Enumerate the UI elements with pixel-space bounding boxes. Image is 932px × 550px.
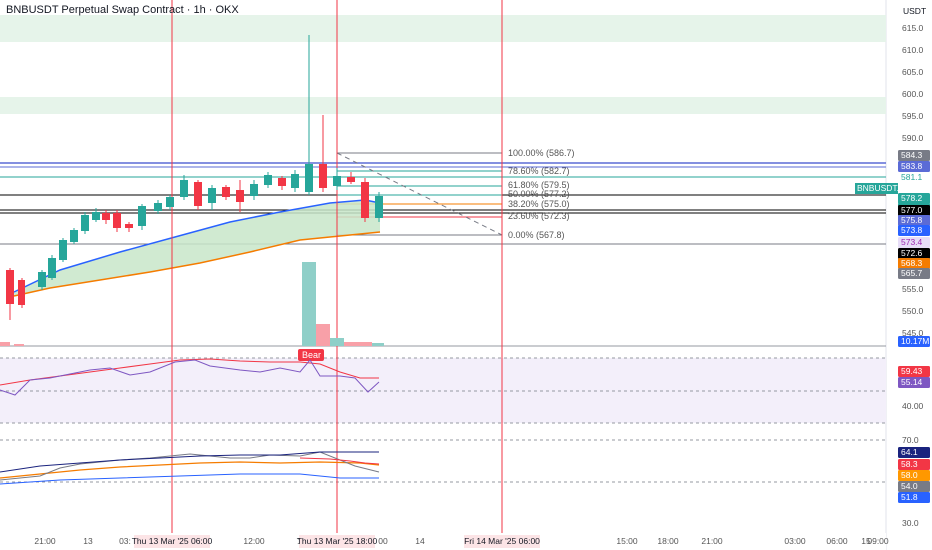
volume-spike <box>302 262 316 346</box>
candle <box>278 178 286 186</box>
candle <box>102 213 110 220</box>
candle <box>305 164 313 192</box>
osc-navy-line <box>0 451 379 473</box>
candle <box>166 197 174 207</box>
candle <box>319 164 327 188</box>
candle <box>236 190 244 202</box>
candle <box>125 224 133 228</box>
fib-trend-line <box>336 152 503 236</box>
osc-orange-line <box>0 461 380 479</box>
candle <box>347 177 355 182</box>
candle <box>264 175 272 185</box>
price-axis-bg <box>886 0 932 550</box>
zone-top <box>0 15 886 42</box>
fib-label: 0.00% (567.8) <box>508 230 565 240</box>
osc-gray-line <box>0 451 380 481</box>
zone-upper <box>0 97 886 114</box>
candle <box>6 270 14 304</box>
candle <box>222 187 230 197</box>
chart-title: BNBUSDT Perpetual Swap Contract · 1h · O… <box>6 4 239 16</box>
candle <box>48 258 56 278</box>
fib-label: 78.60% (582.7) <box>508 166 570 176</box>
fib-label: 61.80% (579.5) <box>508 180 570 190</box>
fib-label: 23.60% (572.3) <box>508 211 570 221</box>
ema-fast-line <box>13 199 381 293</box>
rsi-signal-line <box>0 358 379 386</box>
osc-blue-line <box>0 473 379 485</box>
candle <box>92 212 100 220</box>
fib-label: 38.20% (575.0) <box>508 199 570 209</box>
ema-slow-line <box>13 231 381 297</box>
candle <box>154 203 162 211</box>
bear-label: Bear <box>302 350 321 360</box>
fib-label: 50.00% (577.2) <box>508 189 570 199</box>
candle <box>138 206 146 226</box>
rsi-line <box>0 359 380 396</box>
candle <box>194 182 202 206</box>
candle <box>291 174 299 188</box>
candles[interactable] <box>6 35 383 320</box>
candle <box>18 280 25 305</box>
osc-red-line <box>299 457 380 465</box>
candle <box>250 184 258 196</box>
candle <box>38 272 46 287</box>
candle <box>113 213 121 228</box>
candle <box>375 196 383 218</box>
bear-badge <box>298 349 324 361</box>
candle <box>180 180 188 197</box>
ema-cloud <box>14 200 380 296</box>
candle <box>361 182 369 218</box>
candle <box>59 240 67 260</box>
volume-bars <box>0 262 384 346</box>
candle <box>81 215 89 231</box>
fib-retracement[interactable] <box>336 152 503 236</box>
fib-label-group: 100.00% (586.7) 78.60% (582.7) 61.80% (5… <box>508 148 575 240</box>
candle <box>70 230 78 242</box>
candle <box>208 188 216 203</box>
candle <box>333 176 341 186</box>
fib-label: 100.00% (586.7) <box>508 148 575 158</box>
